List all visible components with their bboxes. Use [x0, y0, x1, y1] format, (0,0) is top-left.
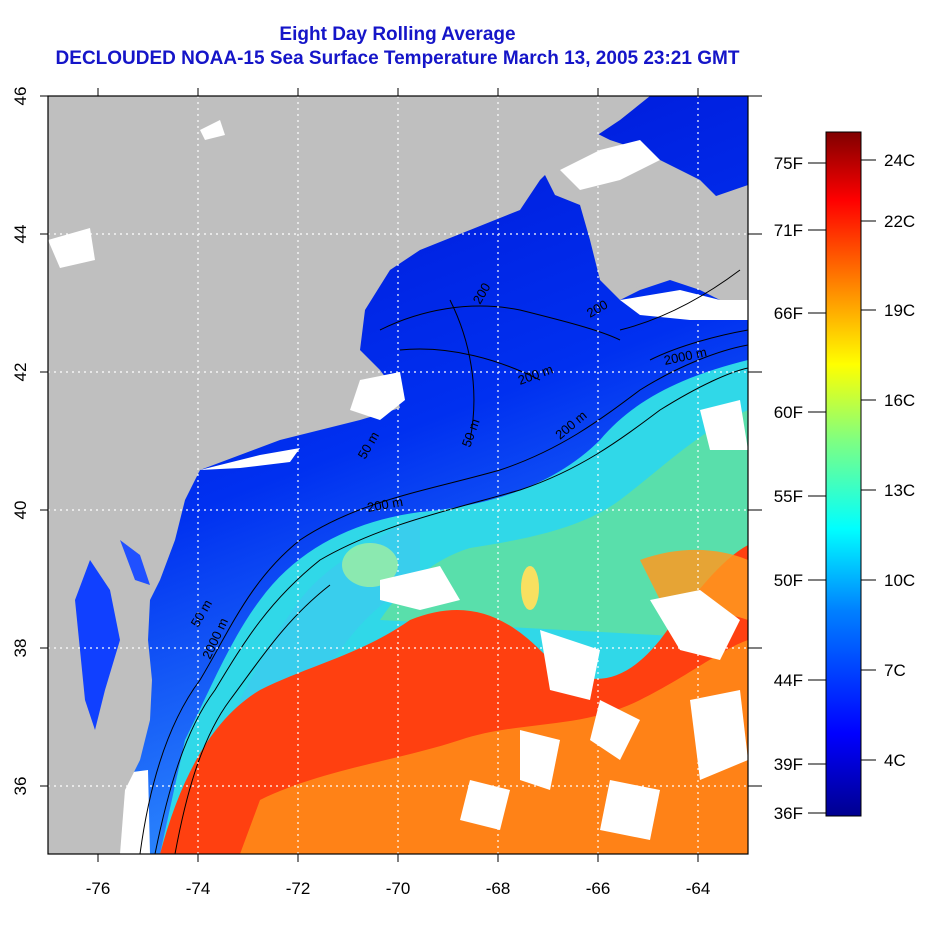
fahrenheit-label: 39F: [774, 755, 803, 774]
celsius-label: 13C: [884, 481, 915, 500]
celsius-label: 16C: [884, 391, 915, 410]
contour-label: 200 m: [366, 494, 404, 515]
lon-tick-label: -68: [486, 879, 511, 898]
graticule: [48, 96, 748, 854]
lat-tick-label: 46: [11, 87, 30, 106]
lon-tick-label: -72: [286, 879, 311, 898]
fahrenheit-label: 60F: [774, 403, 803, 422]
warm-filament: [521, 566, 539, 610]
lon-tick-label: -66: [586, 879, 611, 898]
colorbar: 75F 71F 66F 60F 55F 50F 44F 39F 36F 24C …: [774, 131, 915, 823]
lon-tick-label: -76: [86, 879, 111, 898]
map-title: Eight Day Rolling Average: [279, 24, 516, 45]
lon-tick-label: -74: [186, 879, 211, 898]
fahrenheit-label: 55F: [774, 487, 803, 506]
land-nova-scotia: [600, 185, 748, 290]
map-subtitle: DECLOUDED NOAA-15 Sea Surface Temperatur…: [55, 48, 740, 69]
bathymetry-contours: [139, 269, 748, 854]
celsius-label: 22C: [884, 212, 915, 231]
chesapeake-bay: [75, 560, 120, 730]
latitude-axis: 46 44 42 40 38 36: [11, 87, 762, 796]
lon-tick-label: -70: [386, 879, 411, 898]
warm-core-ring: [342, 543, 398, 587]
fahrenheit-label: 71F: [774, 221, 803, 240]
lat-tick-label: 42: [11, 363, 30, 382]
colorbar-ramp: [825, 131, 862, 817]
fahrenheit-label: 75F: [774, 154, 803, 173]
fahrenheit-ticks: [808, 162, 826, 814]
celsius-label: 7C: [884, 661, 906, 680]
land-north-america: [48, 96, 748, 854]
longitude-axis: -76 -74 -72 -70 -68 -66 -64: [86, 88, 711, 898]
celsius-label: 4C: [884, 751, 906, 770]
map-area: 50 m 200 m 2000 m 200 m 50 m 200 m 50 m …: [48, 96, 748, 854]
celsius-label: 24C: [884, 151, 915, 170]
fahrenheit-label: 36F: [774, 804, 803, 823]
fahrenheit-label: 66F: [774, 304, 803, 323]
lat-tick-label: 38: [11, 639, 30, 658]
celsius-label: 10C: [884, 571, 915, 590]
lat-tick-label: 44: [11, 225, 30, 244]
lat-tick-label: 36: [11, 777, 30, 796]
celsius-ticks: [861, 159, 876, 761]
delaware-bay: [120, 540, 150, 585]
fahrenheit-label: 50F: [774, 571, 803, 590]
celsius-label: 19C: [884, 301, 915, 320]
fahrenheit-label: 44F: [774, 671, 803, 690]
lat-tick-label: 40: [11, 501, 30, 520]
lon-tick-label: -64: [686, 879, 711, 898]
